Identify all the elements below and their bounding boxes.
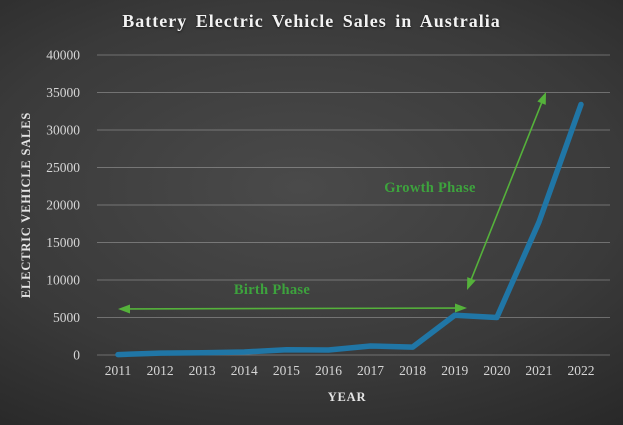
x-tick-label: 2020 [483,363,510,378]
growth-phase-arrow-line [469,100,544,282]
chart-title: Battery Electric Vehicle Sales in Austra… [122,11,501,31]
annotations: Birth Phase Growth Phase [118,92,546,314]
y-tick-label: 35000 [46,85,80,100]
growth-phase-annotation: Growth Phase [384,92,546,290]
birth-phase-annotation: Birth Phase [118,282,467,314]
y-axis-title: ELECTRIC VEHICLE SALES [19,112,33,298]
series-line-battery-electric-vehicle-sales [115,101,584,358]
y-tick-label: 15000 [46,235,80,250]
birth-phase-arrowhead [118,304,131,314]
growth-phase-arrowhead [467,277,476,290]
y-tick-label: 0 [73,348,80,363]
y-tick-label: 25000 [46,160,80,175]
birth-phase-label: Birth Phase [234,282,310,298]
x-tick-label: 2015 [273,363,300,378]
x-tick-label: 2017 [357,363,384,378]
y-tick-label: 10000 [46,273,80,288]
gridlines [97,54,610,356]
x-tick-label: 2012 [147,363,174,378]
x-tick-label: 2019 [441,363,468,378]
growth-phase-arrowhead [537,92,546,105]
y-tick-label: 40000 [46,48,80,63]
x-tick-label: 2018 [399,363,426,378]
x-tick-label: 2021 [525,363,552,378]
birth-phase-arrow-line [126,307,459,310]
y-tick-label: 20000 [46,198,80,213]
x-tick-label: 2014 [231,363,258,378]
y-tick-label: 5000 [53,310,80,325]
birth-phase-arrowhead [454,303,467,313]
x-tick-label: 2022 [568,363,595,378]
y-tick-label: 30000 [46,123,80,138]
growth-phase-label: Growth Phase [384,180,476,196]
data-series [115,101,584,358]
x-axis-title: YEAR [328,390,367,404]
x-tick-label: 2016 [315,363,342,378]
x-tick-labels: 2011 2012 2013 2014 2015 2016 2017 2018 2019 2020… [105,363,595,378]
x-tick-label: 2011 [105,363,132,378]
x-tick-label: 2013 [189,363,216,378]
y-tick-labels: 0 5000 10000 15000 20000 25000 30000 35000 40000 [46,48,80,363]
